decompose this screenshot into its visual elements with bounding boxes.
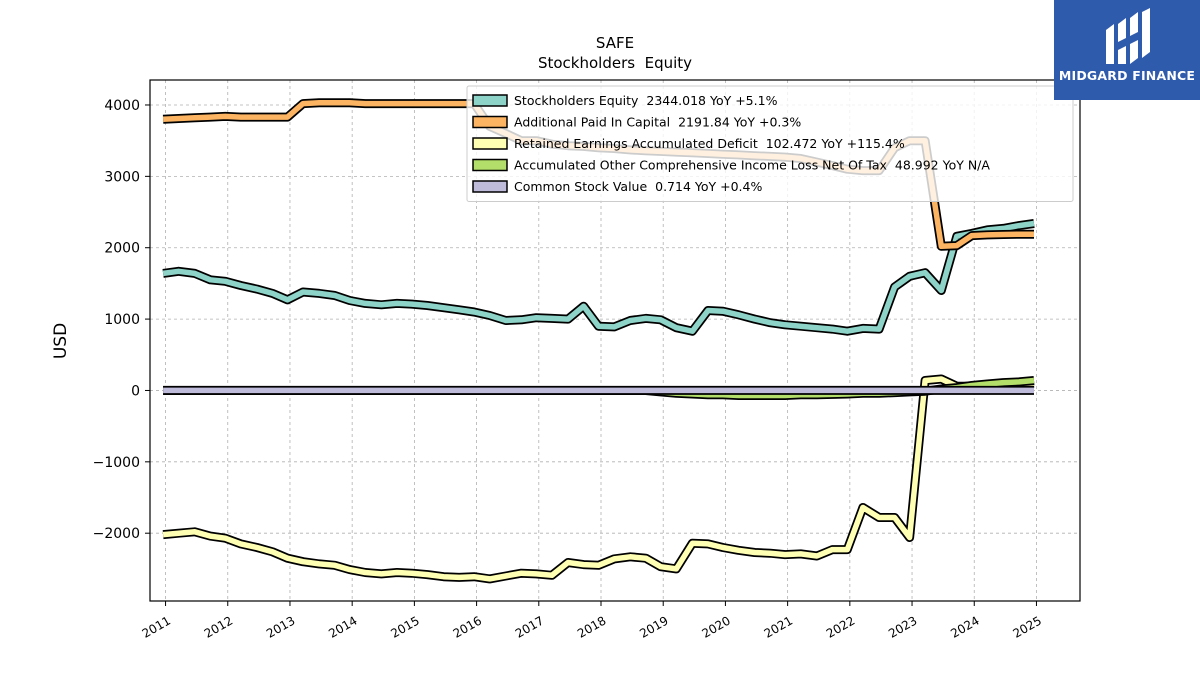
- x-tick-label: 2024: [948, 613, 981, 640]
- legend-swatch: [472, 115, 508, 129]
- logo-mark-icon: [1106, 8, 1150, 64]
- legend-swatch: [472, 158, 508, 172]
- legend-box: [466, 85, 1074, 202]
- plot-frame: [149, 79, 1081, 602]
- y-tick-label: 0: [131, 383, 140, 399]
- x-tick-label: 2020: [699, 613, 732, 640]
- x-tick-label: 2015: [388, 613, 421, 640]
- legend: Stockholders Equity 2344.018 YoY +5.1% Ad…: [466, 85, 1074, 202]
- chart-title: SAFE: [596, 34, 634, 52]
- legend-swatch: [472, 137, 508, 150]
- logo-text: MIDGARD FINANCE: [1058, 68, 1196, 83]
- legend-swatch: [472, 180, 508, 193]
- x-tick-label: 2022: [824, 613, 857, 640]
- x-tick-label: 2017: [513, 613, 546, 640]
- legend-label: Stockholders Equity 2344.018 YoY +5.1%: [514, 93, 778, 108]
- legend-label: Retained Earnings Accumulated Deficit 10…: [514, 136, 905, 151]
- legend-label: Common Stock Value 0.714 YoY +0.4%: [514, 179, 762, 194]
- y-tick-label: −1000: [93, 455, 140, 471]
- brand-logo: MIDGARD FINANCE: [1054, 0, 1200, 100]
- x-tick-label: 2023: [886, 613, 919, 640]
- y-tick-label: −2000: [93, 526, 140, 542]
- x-tick-label: 2016: [451, 613, 484, 640]
- y-tick-label: 3000: [104, 169, 140, 185]
- x-tick-label: 2025: [1011, 613, 1044, 640]
- series-2-line: [162, 376, 1035, 582]
- y-tick-label: 2000: [104, 241, 140, 257]
- x-tick-label: 2019: [637, 613, 670, 640]
- legend-label: Additional Paid In Capital 2191.84 YoY +…: [514, 115, 801, 130]
- y-axis-label: USD: [51, 323, 71, 359]
- y-tick-label: 1000: [104, 312, 140, 328]
- x-tick-label: 2011: [140, 613, 173, 640]
- chart-subtitle: Stockholders Equity: [538, 54, 692, 72]
- x-tick-label: 2014: [326, 613, 359, 640]
- legend-label: Accumulated Other Comprehensive Income L…: [514, 158, 990, 173]
- x-tick-label: 2021: [762, 613, 795, 640]
- legend-swatch: [472, 94, 508, 107]
- series-0-line: [162, 220, 1035, 334]
- x-tick-label: 2013: [264, 613, 297, 640]
- x-tick-label: 2018: [575, 613, 608, 640]
- y-tick-label: 4000: [104, 98, 140, 114]
- x-tick-label: 2012: [202, 613, 235, 640]
